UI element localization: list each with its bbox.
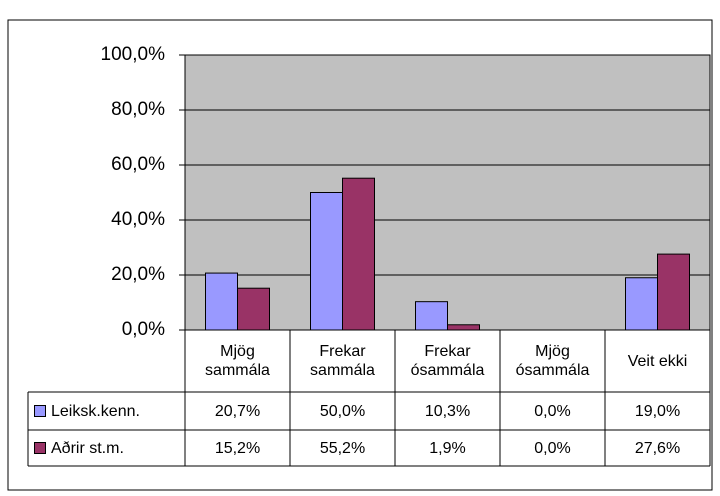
table-value: 15,2%	[214, 439, 261, 457]
legend-entry: Aðrir st.m.	[28, 430, 185, 466]
y-tick-label: 20,0%	[111, 264, 165, 285]
y-tick-label: 0,0%	[122, 319, 165, 340]
table-value: 20,7%	[214, 402, 261, 420]
bar	[415, 301, 448, 331]
legend-label: Aðrir st.m.	[51, 439, 124, 457]
bar	[310, 192, 343, 331]
legend-swatch	[34, 405, 46, 417]
y-tick-label: 40,0%	[111, 209, 165, 230]
legend-entry: Leiksk.kenn.	[28, 392, 185, 430]
category-label: Frekar sammála	[310, 343, 375, 379]
y-tick-label: 100,0%	[101, 44, 166, 65]
category-label: Mjög ósammála	[515, 343, 590, 379]
y-tick-label: 60,0%	[111, 154, 165, 175]
bar	[237, 287, 270, 331]
table-value: 1,9%	[429, 439, 466, 457]
y-tick-label: 80,0%	[111, 99, 165, 120]
bar	[625, 277, 658, 331]
bar	[205, 272, 238, 331]
bar	[447, 324, 480, 331]
table-value: 19,0%	[634, 402, 681, 420]
table-value: 55,2%	[319, 439, 366, 457]
legend-swatch	[34, 442, 46, 454]
category-label: Veit ekki	[627, 352, 688, 370]
chart-border	[7, 19, 713, 491]
bar	[342, 177, 375, 331]
table-value: 0,0%	[534, 439, 571, 457]
category-label: Frekar ósammála	[410, 343, 485, 379]
table-value: 50,0%	[319, 402, 366, 420]
table-value: 27,6%	[634, 439, 681, 457]
table-value: 10,3%	[424, 402, 471, 420]
table-value: 0,0%	[534, 402, 571, 420]
legend-label: Leiksk.kenn.	[51, 402, 140, 420]
category-label: Mjög sammála	[205, 343, 270, 379]
bar	[657, 253, 690, 331]
